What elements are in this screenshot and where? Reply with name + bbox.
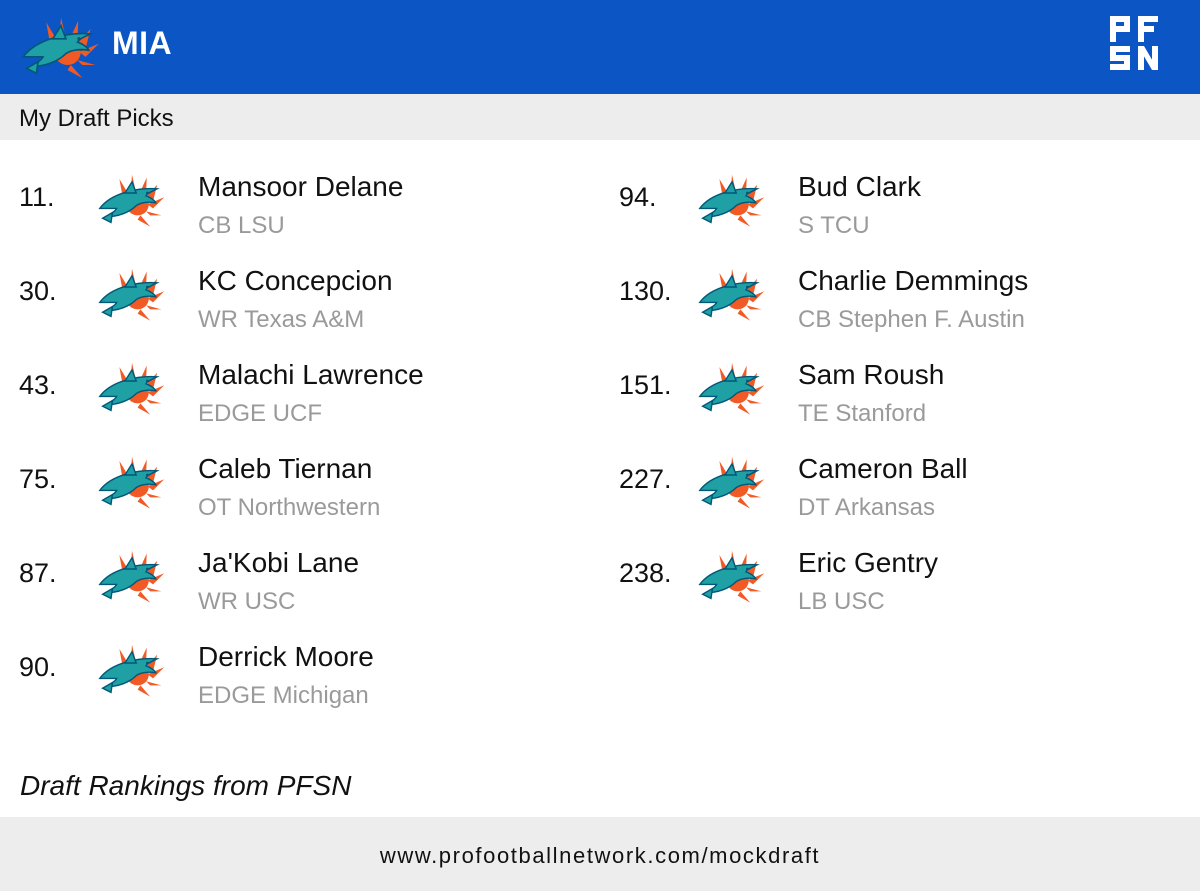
- dolphins-logo-icon: [697, 360, 767, 416]
- dolphins-logo-icon: [697, 172, 767, 228]
- pick-number: 130.: [619, 276, 672, 306]
- pick-row: 227. Cameron Ball DT Arkansas: [619, 448, 1179, 542]
- pick-row: 238. Eric Gentry LB USC: [619, 542, 1179, 636]
- dolphins-logo-icon: [97, 360, 167, 416]
- player-name: KC Concepcion: [198, 265, 393, 296]
- dolphins-logo-icon: [97, 642, 167, 698]
- pick-number: 11.: [19, 182, 55, 212]
- pick-row: 151. Sam Roush TE Stanford: [619, 354, 1179, 448]
- player-name: Malachi Lawrence: [198, 359, 424, 390]
- pick-row: 94. Bud Clark S TCU: [619, 166, 1179, 260]
- dolphins-logo-icon: [697, 454, 767, 510]
- dolphins-logo-icon: [97, 548, 167, 604]
- player-position-school: CB Stephen F. Austin: [798, 306, 1025, 333]
- pfsn-logo-icon: [1110, 16, 1158, 70]
- player-position-school: CB LSU: [198, 212, 285, 239]
- dolphins-logo-icon: [697, 266, 767, 322]
- pick-number: 90.: [19, 652, 57, 682]
- footer: www.profootballnetwork.com/mockdraft: [0, 817, 1200, 891]
- source-note: Draft Rankings from PFSN: [20, 770, 352, 801]
- player-name: Ja'Kobi Lane: [198, 547, 360, 578]
- player-position-school: WR USC: [198, 588, 296, 615]
- pick-number: 75.: [19, 464, 57, 494]
- pick-row: 130. Charlie Demmings CB Stephen F. Aust…: [619, 260, 1179, 354]
- pick-number: 30.: [19, 276, 57, 306]
- pick-number: 43.: [19, 370, 57, 400]
- pick-row: 11. Mansoor Delane CB LSU: [19, 166, 579, 260]
- footer-url: www.profootballnetwork.com/mockdraft: [379, 843, 821, 868]
- player-name: Charlie Demmings: [798, 265, 1029, 296]
- pick-row: 43. Malachi Lawrence EDGE UCF: [19, 354, 579, 448]
- pick-number: 238.: [619, 558, 672, 588]
- dolphins-logo-icon: [97, 172, 167, 228]
- player-name: Eric Gentry: [798, 547, 939, 578]
- player-name: Mansoor Delane: [198, 171, 404, 202]
- player-position-school: EDGE UCF: [198, 400, 323, 427]
- player-name: Caleb Tiernan: [198, 453, 373, 484]
- dolphins-logo-icon: [697, 548, 767, 604]
- dolphins-logo-icon: [97, 266, 167, 322]
- player-position-school: EDGE Michigan: [198, 682, 369, 709]
- player-name: Bud Clark: [798, 171, 921, 202]
- player-name: Sam Roush: [798, 359, 945, 390]
- pick-row: 30. KC Concepcion WR Texas A&M: [19, 260, 579, 354]
- player-name: Cameron Ball: [798, 453, 968, 484]
- player-position-school: LB USC: [798, 588, 885, 615]
- player-position-school: TE Stanford: [798, 400, 927, 427]
- pick-number: 151.: [619, 370, 672, 400]
- app-header: MIA: [0, 0, 1200, 94]
- pick-number: 227.: [619, 464, 672, 494]
- dolphins-logo-icon: [97, 454, 167, 510]
- pick-number: 94.: [619, 182, 657, 212]
- player-position-school: S TCU: [798, 212, 870, 239]
- picks-list-left: 11. Mansoor Delane CB LSU 30. KC Concepc…: [19, 166, 579, 730]
- player-name: Derrick Moore: [198, 641, 374, 672]
- section-title: My Draft Picks: [19, 105, 174, 132]
- pick-row: 90. Derrick Moore EDGE Michigan: [19, 636, 579, 730]
- pick-row: 87. Ja'Kobi Lane WR USC: [19, 542, 579, 636]
- player-position-school: OT Northwestern: [198, 494, 381, 521]
- player-position-school: WR Texas A&M: [198, 306, 365, 333]
- picks-list-right: 94. Bud Clark S TCU 130. Charlie Demming…: [619, 166, 1179, 636]
- player-position-school: DT Arkansas: [798, 494, 935, 521]
- team-abbreviation: MIA: [112, 25, 173, 61]
- pick-number: 87.: [19, 558, 57, 588]
- section-header: My Draft Picks: [0, 94, 1200, 140]
- dolphins-logo-icon: [20, 12, 102, 82]
- pick-row: 75. Caleb Tiernan OT Northwestern: [19, 448, 579, 542]
